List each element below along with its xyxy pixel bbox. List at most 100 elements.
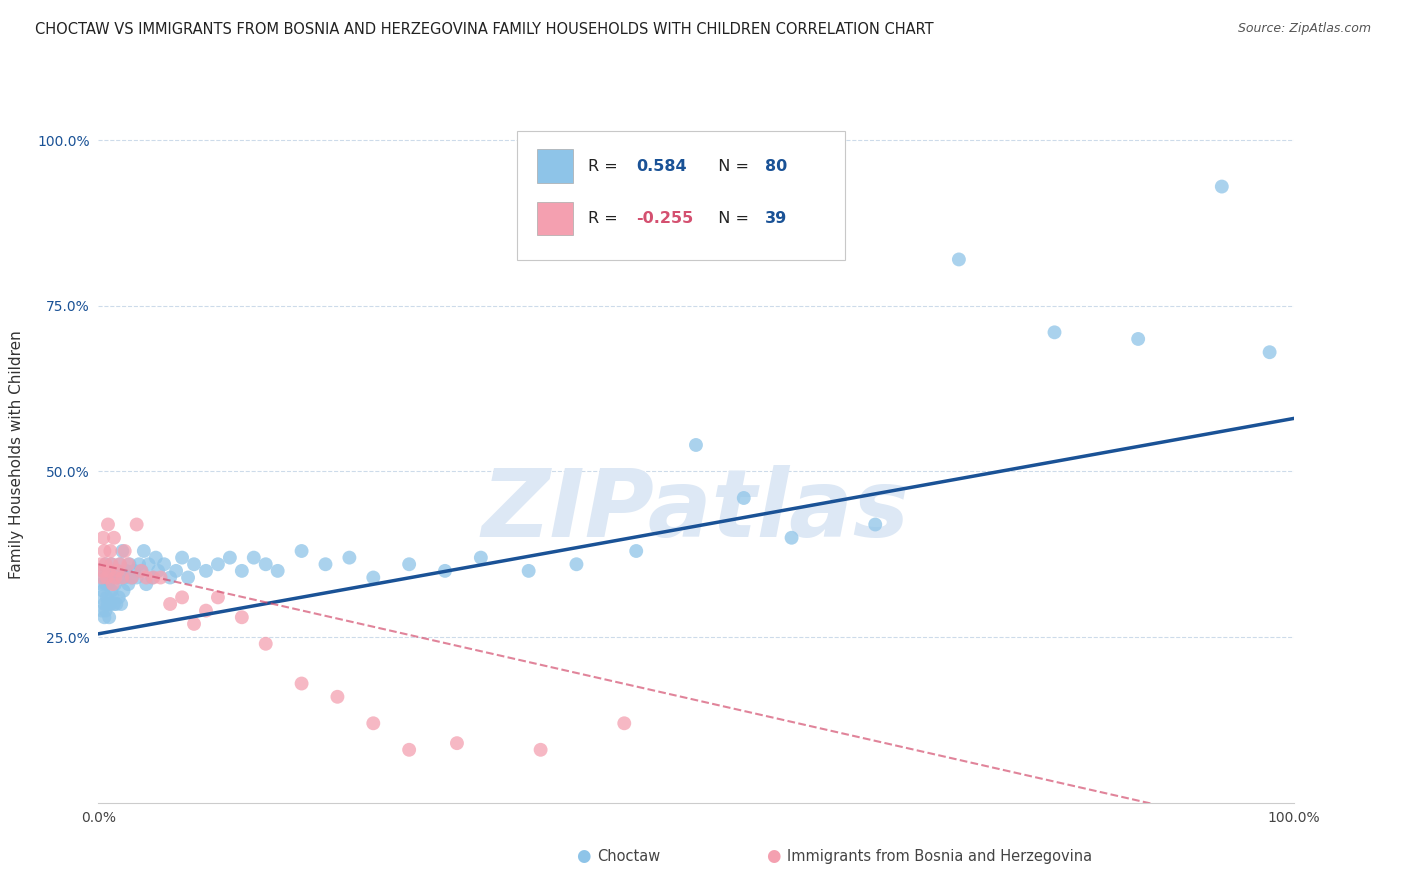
FancyBboxPatch shape [537, 150, 572, 183]
Point [107, 591, 129, 605]
FancyBboxPatch shape [517, 131, 845, 260]
Point [96, 570, 118, 584]
Point [101, 591, 124, 605]
Text: Immigrants from Bosnia and Herzegovina: Immigrants from Bosnia and Herzegovina [787, 849, 1092, 863]
Point [1211, 179, 1233, 194]
Point [132, 544, 155, 558]
Point [135, 577, 157, 591]
Point [124, 564, 146, 578]
Point [98, 610, 121, 624]
Point [94, 577, 117, 591]
Point [194, 564, 217, 578]
Point [165, 564, 187, 578]
Point [98, 597, 122, 611]
Point [114, 544, 136, 558]
Point [177, 570, 200, 584]
Text: ●: ● [576, 847, 591, 865]
Point [398, 743, 420, 757]
Text: R =: R = [588, 211, 623, 226]
Point [142, 570, 165, 584]
Point [103, 597, 125, 611]
Point [107, 564, 129, 578]
Text: Choctaw: Choctaw [598, 849, 661, 863]
Point [685, 438, 707, 452]
Y-axis label: Family Households with Children: Family Households with Children [8, 331, 24, 579]
Point [97, 597, 120, 611]
Point [110, 597, 132, 611]
Point [96, 564, 118, 578]
Point [121, 570, 143, 584]
Point [114, 570, 136, 584]
Point [117, 558, 139, 572]
Point [243, 550, 266, 565]
Point [121, 570, 143, 584]
Point [172, 591, 194, 605]
Point [125, 517, 148, 532]
Point [863, 517, 886, 532]
Point [337, 550, 360, 565]
Point [101, 570, 124, 584]
Point [135, 570, 157, 584]
Point [94, 604, 117, 618]
Point [96, 591, 118, 605]
Point [131, 564, 153, 578]
Point [91, 583, 114, 598]
Point [91, 564, 114, 578]
Point [117, 577, 139, 591]
Text: 0.584: 0.584 [636, 159, 688, 174]
Point [100, 583, 122, 598]
FancyBboxPatch shape [537, 202, 572, 235]
Point [153, 558, 176, 572]
Point [94, 558, 117, 572]
Point [98, 564, 121, 578]
Point [149, 570, 172, 584]
Point [103, 531, 125, 545]
Point [108, 558, 131, 572]
Point [315, 558, 337, 572]
Point [565, 558, 588, 572]
Text: 80: 80 [765, 159, 787, 174]
Point [624, 544, 647, 558]
Point [219, 550, 242, 565]
Point [105, 564, 128, 578]
Point [94, 558, 117, 572]
Point [363, 716, 385, 731]
Point [183, 558, 205, 572]
Point [290, 676, 312, 690]
Point [90, 558, 112, 572]
Point [145, 550, 167, 565]
Point [254, 558, 277, 572]
Point [398, 558, 420, 572]
Point [231, 564, 253, 578]
Text: Source: ZipAtlas.com: Source: ZipAtlas.com [1237, 22, 1371, 36]
Point [98, 570, 122, 584]
Point [207, 558, 229, 572]
Point [138, 558, 160, 572]
Point [125, 570, 148, 584]
Text: CHOCTAW VS IMMIGRANTS FROM BOSNIA AND HERZEGOVINA FAMILY HOUSEHOLDS WITH CHILDRE: CHOCTAW VS IMMIGRANTS FROM BOSNIA AND HE… [35, 22, 934, 37]
Point [148, 564, 170, 578]
Point [91, 531, 114, 545]
Point [108, 558, 131, 572]
Point [290, 544, 312, 558]
Point [112, 583, 135, 598]
Point [91, 570, 114, 584]
Point [93, 610, 115, 624]
Point [105, 597, 128, 611]
Text: ●: ● [766, 847, 780, 865]
Point [101, 577, 124, 591]
Point [267, 564, 290, 578]
Point [517, 564, 540, 578]
Point [104, 570, 127, 584]
Point [90, 591, 112, 605]
Point [207, 591, 229, 605]
Text: -0.255: -0.255 [636, 211, 693, 226]
Point [948, 252, 970, 267]
Point [115, 564, 138, 578]
Point [97, 577, 120, 591]
Point [363, 570, 385, 584]
Point [1128, 332, 1150, 346]
Point [433, 564, 456, 578]
Point [1258, 345, 1281, 359]
Point [100, 558, 122, 572]
